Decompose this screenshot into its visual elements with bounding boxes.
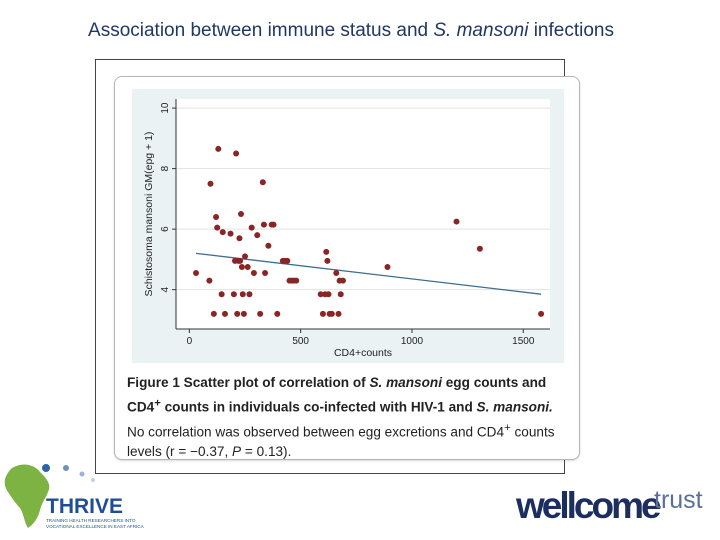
trust-word: trust (654, 486, 703, 514)
data-point (274, 310, 281, 317)
logo-dot-icon (91, 478, 95, 482)
data-point (325, 291, 332, 298)
data-point (219, 229, 226, 236)
data-point (242, 253, 249, 260)
x-tick-label: 1500 (512, 336, 535, 347)
data-point (233, 150, 240, 157)
caption-species-1: S. mansoni (369, 375, 442, 390)
data-point (333, 270, 340, 277)
caption-sup-1: + (154, 397, 161, 409)
data-point (234, 310, 241, 317)
data-point (246, 291, 253, 298)
data-point (317, 291, 324, 298)
y-tick-label: 8 (160, 165, 171, 171)
wellcome-trust-logo: wellcome trust (516, 485, 703, 526)
data-point (193, 270, 200, 277)
africa-map-icon (4, 464, 50, 528)
data-point (284, 257, 291, 264)
y-tick-label: 4 (160, 286, 171, 292)
scatter-plot: 4 6 8 10 0 500 1000 1500 CD4+counts Schistosoma… (132, 89, 564, 363)
data-point (236, 235, 243, 242)
caption-figure-label: Figure 1 (127, 375, 180, 390)
caption-bold-3: egg counts and CD4 (127, 375, 547, 415)
data-point (227, 230, 234, 237)
data-point (323, 248, 330, 255)
caption-bold-2: Scatter plot of correlation of (179, 375, 370, 390)
data-point (335, 310, 342, 317)
fit-line (195, 252, 542, 295)
slide-title-pre: Association between immune status and (88, 20, 434, 41)
data-point (240, 310, 247, 317)
data-point (453, 218, 460, 225)
data-point (265, 242, 272, 249)
data-point (337, 291, 344, 298)
wellcome-word: wellcome (516, 485, 661, 526)
x-axis-label: CD4+counts (334, 347, 392, 359)
data-point (324, 257, 331, 264)
data-point (476, 245, 483, 252)
data-point (293, 277, 300, 284)
data-point (239, 291, 246, 298)
data-point (257, 310, 264, 317)
caption-species-2: S. mansoni. (476, 399, 553, 415)
data-point (215, 145, 222, 152)
thrive-tagline-1: TRAINING HEALTH RESEARCHERS INTO (46, 518, 136, 523)
data-point (206, 277, 213, 284)
data-point (221, 310, 228, 317)
x-tick-label: 500 (292, 336, 309, 347)
data-point (248, 224, 255, 231)
thrive-tagline-2: VOCATIONAL EXCELLENCE IN EAST AFRICA (46, 524, 145, 529)
data-point (260, 221, 267, 228)
caption-text-2: counts levels (r = −0.37, (127, 424, 555, 460)
data-point (214, 224, 221, 231)
thrive-logo: THRIVE TRAINING HEALTH RESEARCHERS INTO … (4, 464, 145, 529)
data-point (319, 310, 326, 317)
y-axis-label: Schistosoma mansoni GM(epg + 1) (143, 132, 155, 297)
data-point (238, 211, 245, 217)
grid-lines (176, 107, 550, 291)
figure-caption: Figure 1 Scatter plot of correlation of … (127, 373, 567, 462)
data-point (384, 263, 391, 270)
data-point (262, 270, 269, 277)
logo-dot-icon (63, 465, 69, 471)
caption-text-3: = 0.13). (241, 444, 292, 460)
data-point (328, 310, 335, 317)
logo-dot-icon (42, 464, 50, 472)
logo-dot-icon (79, 471, 85, 477)
data-point (270, 221, 277, 228)
slide-title-species: S. mansoni (433, 20, 529, 41)
thrive-name: THRIVE (46, 495, 123, 518)
data-point (230, 291, 237, 298)
caption-bold-4: counts in individuals co-infected with H… (160, 399, 477, 415)
fit-line-group (195, 252, 542, 295)
data-point (339, 277, 346, 284)
x-tick-label: 0 (187, 336, 193, 347)
data-point (238, 263, 245, 270)
data-point (250, 270, 257, 277)
data-point (218, 291, 225, 298)
y-tick-label: 6 (160, 226, 171, 232)
data-point (237, 257, 244, 264)
data-point (207, 180, 214, 187)
slide-title-post: infections (528, 20, 614, 41)
caption-text-1: No correlation was observed between egg … (127, 424, 505, 440)
caption-sup-2: + (504, 421, 511, 434)
slide-title: Association between immune status and S.… (0, 20, 702, 42)
data-point (210, 310, 217, 317)
data-points (193, 145, 545, 317)
data-point (244, 263, 251, 270)
y-tick-label: 10 (160, 102, 171, 114)
caption-p-symbol: P (232, 444, 242, 460)
data-point (538, 310, 545, 317)
axes: 4 6 8 10 0 500 1000 1500 (160, 99, 550, 347)
x-tick-label: 1000 (401, 336, 424, 347)
data-point (213, 214, 220, 221)
data-point (254, 232, 261, 239)
data-point (259, 179, 266, 186)
